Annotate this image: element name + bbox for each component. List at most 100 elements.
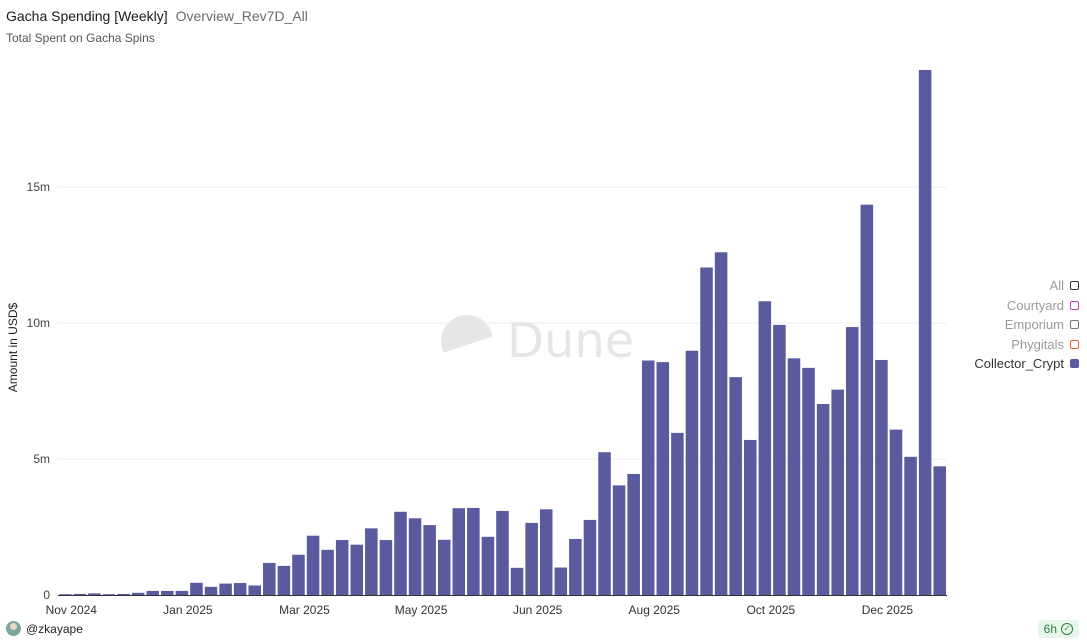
x-tick-label: Dec 2025 — [862, 603, 914, 617]
legend-item-all[interactable]: All — [974, 276, 1079, 296]
author-name: @zkayape — [26, 621, 83, 636]
bar — [729, 377, 742, 595]
bar — [933, 466, 946, 595]
bar — [685, 350, 699, 595]
legend-item-phygitals[interactable]: Phygitals — [974, 335, 1079, 355]
bar — [321, 549, 334, 595]
bar — [918, 70, 932, 595]
legend-label: Phygitals — [1011, 336, 1064, 352]
bar — [802, 367, 815, 595]
legend-swatch — [1070, 339, 1079, 349]
bar — [773, 324, 786, 595]
bar — [758, 301, 772, 595]
bar — [306, 535, 320, 595]
bar — [583, 519, 597, 595]
legend-item-courtyard[interactable]: Courtyard — [974, 296, 1079, 316]
bar — [277, 565, 291, 595]
bar — [248, 585, 262, 595]
bar — [233, 583, 247, 595]
legend-label: All — [1049, 278, 1064, 294]
bar — [656, 362, 670, 595]
bar — [860, 204, 874, 595]
y-axis-label: Amount in USD$ — [6, 302, 20, 392]
bar — [787, 358, 801, 595]
bar — [569, 538, 582, 595]
bar — [263, 562, 276, 595]
bar — [452, 508, 466, 595]
bar — [335, 540, 349, 595]
bar — [88, 593, 101, 595]
bar — [73, 593, 87, 595]
legend-swatch — [1070, 359, 1079, 369]
legend-label: Emporium — [1004, 317, 1064, 333]
legend-label: Courtyard — [1006, 297, 1064, 313]
bar — [831, 389, 844, 595]
bar — [190, 582, 203, 595]
x-tick-label: Oct 2025 — [746, 603, 795, 617]
bar — [175, 590, 189, 595]
bar — [292, 554, 305, 595]
bar — [641, 360, 655, 595]
bar — [875, 359, 888, 595]
chart-description: Total Spent on Gacha Spins — [6, 31, 155, 45]
bar — [161, 590, 174, 595]
bar — [350, 544, 364, 595]
legend-swatch — [1070, 281, 1079, 291]
x-tick-label: May 2025 — [395, 603, 448, 617]
bar — [846, 327, 859, 595]
bar — [379, 540, 393, 595]
bar — [816, 404, 830, 595]
chart-header: Gacha Spending [Weekly] Overview_Rev7D_A… — [6, 8, 308, 45]
bar — [539, 509, 553, 595]
bar — [496, 510, 509, 595]
bar — [102, 594, 116, 595]
bar — [714, 252, 728, 595]
bar — [525, 522, 538, 595]
bar — [743, 439, 757, 595]
bar — [510, 567, 524, 595]
query-name[interactable]: Overview_Rev7D_All — [175, 8, 308, 24]
legend-label: Collector_Crypt — [974, 356, 1064, 372]
bar — [394, 511, 407, 595]
y-tick-label: 15m — [27, 180, 50, 194]
x-tick-label: Mar 2025 — [279, 603, 330, 617]
legend-swatch — [1070, 320, 1079, 330]
bar — [219, 583, 232, 595]
legend-item-collector-crypt[interactable]: Collector_Crypt — [974, 354, 1079, 374]
x-tick-label: Nov 2024 — [46, 603, 98, 617]
freshness-text: 6h — [1043, 622, 1057, 636]
x-tick-label: Jun 2025 — [513, 603, 563, 617]
check-circle-icon: ✓ — [1061, 623, 1073, 635]
y-tick-label: 10m — [27, 316, 50, 330]
freshness-badge[interactable]: 6h ✓ — [1037, 620, 1079, 638]
legend-swatch — [1070, 300, 1079, 310]
y-tick-label: 5m — [33, 452, 50, 466]
bar — [437, 539, 451, 595]
chart-title: Gacha Spending [Weekly] — [6, 8, 168, 24]
bar — [204, 586, 218, 595]
bar — [904, 456, 917, 595]
legend: All Courtyard Emporium Phygitals Collector_C… — [974, 276, 1079, 374]
bar — [146, 590, 159, 595]
bar — [59, 594, 72, 595]
bar — [700, 267, 713, 595]
legend-item-emporium[interactable]: Emporium — [974, 315, 1079, 335]
bar — [117, 593, 130, 595]
bar — [671, 432, 684, 595]
bar — [131, 592, 145, 595]
bar — [467, 507, 480, 595]
bar — [627, 473, 640, 595]
bar — [481, 536, 495, 595]
bar — [365, 528, 378, 595]
y-tick-label: 0 — [43, 588, 50, 602]
bar — [408, 518, 422, 595]
bar — [554, 567, 568, 595]
bar — [423, 525, 436, 595]
x-tick-label: Aug 2025 — [629, 603, 681, 617]
bar — [889, 429, 903, 595]
x-tick-label: Jan 2025 — [163, 603, 213, 617]
bar — [612, 485, 626, 595]
author[interactable]: @zkayape — [6, 621, 83, 636]
bar — [598, 452, 611, 595]
